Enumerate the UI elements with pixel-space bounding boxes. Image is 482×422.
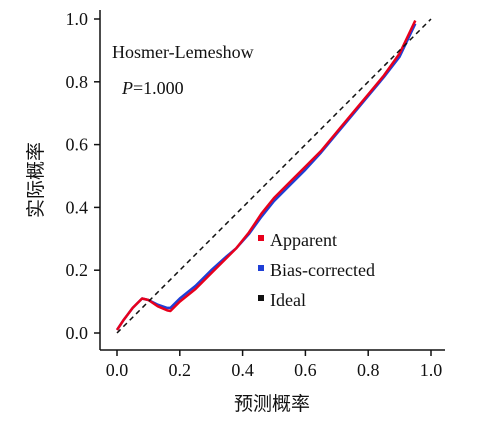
- y-tick-label: 0.2: [66, 260, 89, 280]
- legend-swatch: [258, 265, 264, 271]
- series-line-apparent: [115, 20, 417, 331]
- series-layer: [115, 18, 432, 334]
- p-value: =1.000: [133, 78, 184, 98]
- legend-label: Bias-corrected: [270, 260, 375, 280]
- legend: Apparent Bias-corrected Ideal: [258, 230, 375, 310]
- x-tick-label: 0.2: [169, 360, 192, 380]
- y-tick-label: 1.0: [66, 9, 89, 29]
- legend-label: Ideal: [270, 290, 306, 310]
- y-tick-label: 0.0: [66, 323, 89, 343]
- y-axis-ticks: 0.0 0.2 0.4 0.6 0.8 1.0: [66, 9, 100, 343]
- p-symbol: P: [121, 78, 133, 98]
- x-tick-label: 1.0: [420, 360, 443, 380]
- x-tick-label: 0.4: [231, 360, 254, 380]
- legend-swatch: [258, 295, 264, 301]
- y-tick-label: 0.6: [66, 135, 89, 155]
- y-axis-title: 实际概率: [25, 142, 47, 218]
- series-line-ideal: [116, 18, 432, 334]
- p-value-label: P=1.000: [121, 78, 184, 98]
- x-axis-ticks: 0.0 0.2 0.4 0.6 0.8 1.0: [106, 350, 443, 380]
- x-tick-label: 0.6: [294, 360, 317, 380]
- x-tick-label: 0.0: [106, 360, 129, 380]
- x-tick-label: 0.8: [357, 360, 380, 380]
- x-axis-title: 预测概率: [234, 393, 310, 415]
- y-tick-label: 0.4: [66, 197, 89, 217]
- y-tick-label: 0.8: [66, 72, 89, 92]
- legend-label: Apparent: [270, 230, 337, 250]
- series-line-bias-corrected: [115, 23, 417, 331]
- legend-swatch: [258, 235, 264, 241]
- test-name-label: Hosmer-Lemeshow: [112, 42, 254, 62]
